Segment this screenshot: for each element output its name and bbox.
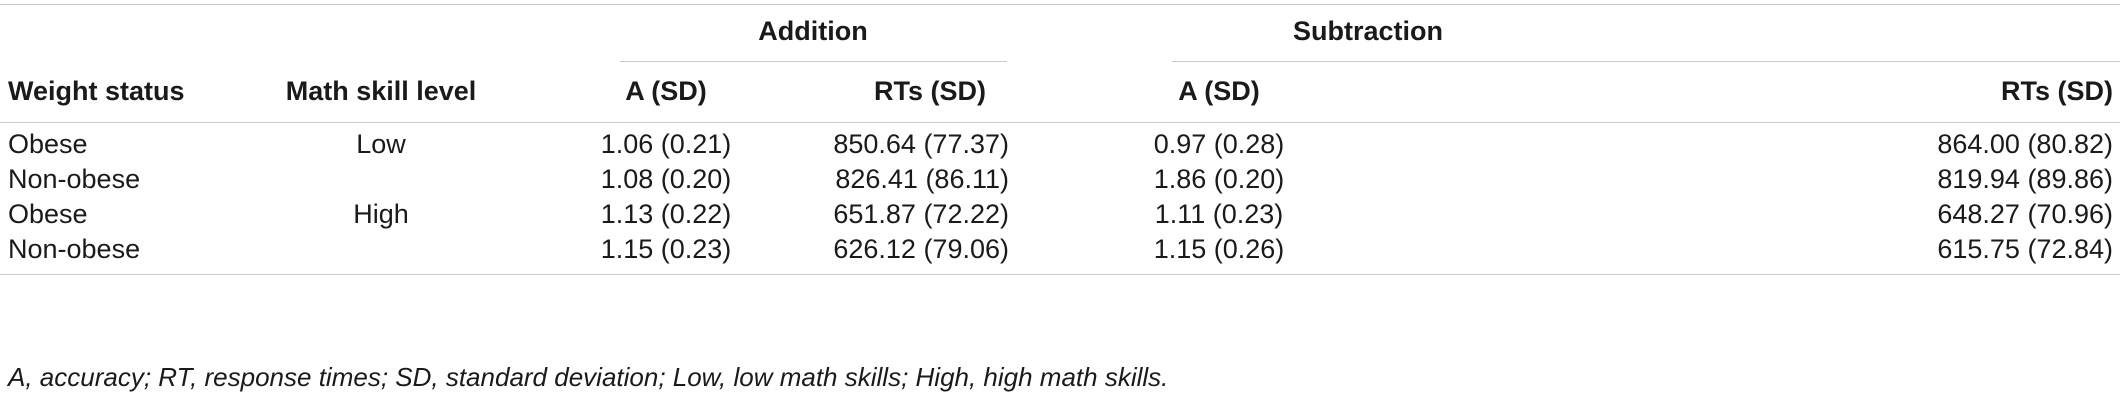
table-footnote: A, accuracy; RT, response times; SD, sta… <box>8 362 1169 392</box>
table-top-rule <box>0 4 2120 5</box>
cell-subtraction-rts: 819.94 (89.86) <box>1937 164 2113 194</box>
cell-subtraction-rts: 864.00 (80.82) <box>1937 129 2113 159</box>
cell-subtraction-rts: 648.27 (70.96) <box>1937 199 2113 229</box>
cell-addition-rts: 651.87 (72.22) <box>833 199 1009 229</box>
group-header-subtraction: Subtraction <box>1292 16 1444 46</box>
addition-underline <box>620 61 1007 62</box>
column-header-math-skill: Math skill level <box>285 76 477 106</box>
table-bottom-rule <box>0 274 2120 275</box>
cell-addition-accuracy: 1.13 (0.22) <box>600 199 732 229</box>
cell-weight-status: Obese <box>8 129 88 159</box>
cell-subtraction-rts: 615.75 (72.84) <box>1937 234 2113 264</box>
cell-addition-accuracy: 1.08 (0.20) <box>600 164 732 194</box>
cell-addition-accuracy: 1.06 (0.21) <box>600 129 732 159</box>
cell-subtraction-accuracy: 0.97 (0.28) <box>1153 129 1285 159</box>
header-rule <box>0 122 2120 123</box>
cell-weight-status: Non-obese <box>8 164 141 194</box>
column-header-subtraction-rts: RTs (SD) <box>2001 76 2113 106</box>
cell-addition-accuracy: 1.15 (0.23) <box>600 234 732 264</box>
column-header-weight-status: Weight status <box>8 76 185 106</box>
cell-addition-rts: 850.64 (77.37) <box>833 129 1009 159</box>
cell-math-skill: High <box>353 199 409 229</box>
column-header-addition-rts: RTs (SD) <box>874 76 986 106</box>
cell-weight-status: Non-obese <box>8 234 141 264</box>
cell-subtraction-accuracy: 1.11 (0.23) <box>1154 199 1284 229</box>
cell-addition-rts: 826.41 (86.11) <box>835 164 1009 194</box>
cell-weight-status: Obese <box>8 199 88 229</box>
cell-math-skill: Low <box>356 129 406 159</box>
cell-subtraction-accuracy: 1.86 (0.20) <box>1153 164 1285 194</box>
column-header-subtraction-accuracy: A (SD) <box>1178 76 1260 106</box>
subtraction-underline <box>1172 61 2120 62</box>
column-header-addition-accuracy: A (SD) <box>625 76 707 106</box>
group-header-addition: Addition <box>758 16 868 46</box>
cell-addition-rts: 626.12 (79.06) <box>833 234 1009 264</box>
cell-subtraction-accuracy: 1.15 (0.26) <box>1153 234 1285 264</box>
